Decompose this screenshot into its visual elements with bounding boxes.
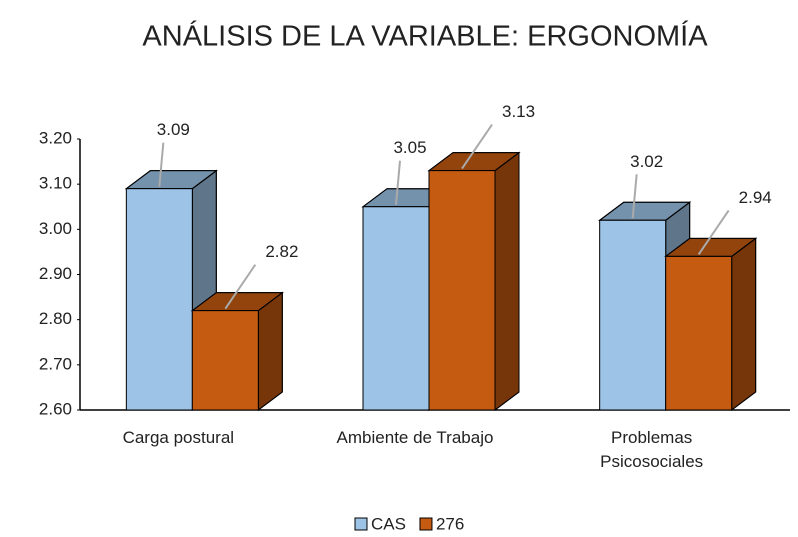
legend-swatch [419,517,433,531]
x-tick-label: Carga postural [122,428,235,447]
bar-side-shade [257,291,283,411]
data-label: 3.13 [502,102,535,121]
leader-line [158,142,165,187]
bar [125,188,193,411]
leader-line [395,160,401,205]
leader-line [461,124,493,170]
bar [428,170,496,411]
x-tick-label: Ambiente de Trabajo [336,428,494,447]
data-label: 3.02 [630,152,663,171]
data-label: 3.09 [157,120,190,139]
chart-title: ANÁLISIS DE LA VARIABLE: ERGONOMÍA [142,20,708,53]
y-tick-label: 2.90 [39,264,72,283]
leader-line [631,174,638,219]
y-tick-label: 3.20 [39,128,72,147]
data-label: 2.94 [739,188,772,207]
legend-label: CAS [371,514,406,533]
y-tick-label: 3.10 [39,174,72,193]
bar [599,219,667,411]
bar [362,206,430,411]
legend-swatch [354,517,368,531]
leader-line [697,209,730,255]
bar [665,255,733,411]
bar [191,310,259,411]
y-tick-label: 2.60 [39,399,72,418]
bar-side-shade [731,237,757,411]
y-tick-label: 2.80 [39,309,72,328]
data-label: 2.82 [265,242,298,261]
leader-line [224,264,257,310]
y-tick-label: 2.70 [39,354,72,373]
x-tick-label: Problemas Psicosociales [600,428,704,471]
bar-side-shade [494,151,520,411]
legend-label: 276 [436,514,464,533]
data-label: 3.05 [393,138,426,157]
y-tick-label: 3.00 [39,219,72,238]
